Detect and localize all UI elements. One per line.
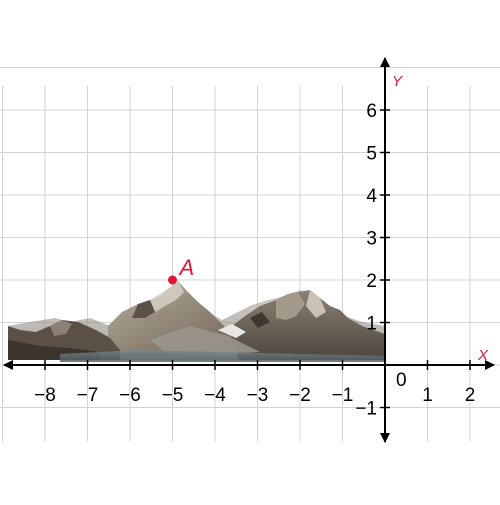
x-axis-label: X xyxy=(477,347,489,364)
x-tick-label: −3 xyxy=(247,385,269,406)
point-a: A xyxy=(168,255,194,285)
y-tick-label: −1 xyxy=(355,399,377,420)
tick-marks xyxy=(44,109,471,409)
mountain-landscape-image xyxy=(8,281,385,362)
tick-labels: −8 −7 −6 −5 −4 −3 −2 −1 1 2 −1 1 2 3 4 5 6 xyxy=(34,101,475,420)
point-a-label: A xyxy=(178,255,195,280)
y-tick-label: 4 xyxy=(366,186,377,207)
x-tick-label: −4 xyxy=(204,385,226,406)
x-tick-label: −6 xyxy=(119,385,141,406)
x-tick-label: −5 xyxy=(162,385,184,406)
x-axis-arrow-left xyxy=(3,360,13,370)
x-axis-arrow-right xyxy=(485,360,495,370)
y-axis-label: Y xyxy=(392,73,403,90)
x-tick-label: −7 xyxy=(77,385,99,406)
y-tick-label: 1 xyxy=(366,314,377,335)
origin-label: 0 xyxy=(396,370,407,391)
point-a-dot xyxy=(168,275,177,285)
y-axis-arrow-down xyxy=(380,433,390,443)
x-tick-label: −2 xyxy=(289,385,311,406)
x-tick-label: 2 xyxy=(465,385,476,406)
axes xyxy=(3,57,495,443)
y-tick-label: 6 xyxy=(366,101,377,122)
y-axis-arrow-up xyxy=(380,57,390,67)
y-tick-label: 5 xyxy=(366,144,377,165)
y-tick-label: 2 xyxy=(366,271,377,292)
x-tick-label: 1 xyxy=(422,385,433,406)
x-tick-label: −8 xyxy=(34,385,56,406)
y-tick-label: 3 xyxy=(366,229,377,250)
x-tick-label: −1 xyxy=(332,385,354,406)
